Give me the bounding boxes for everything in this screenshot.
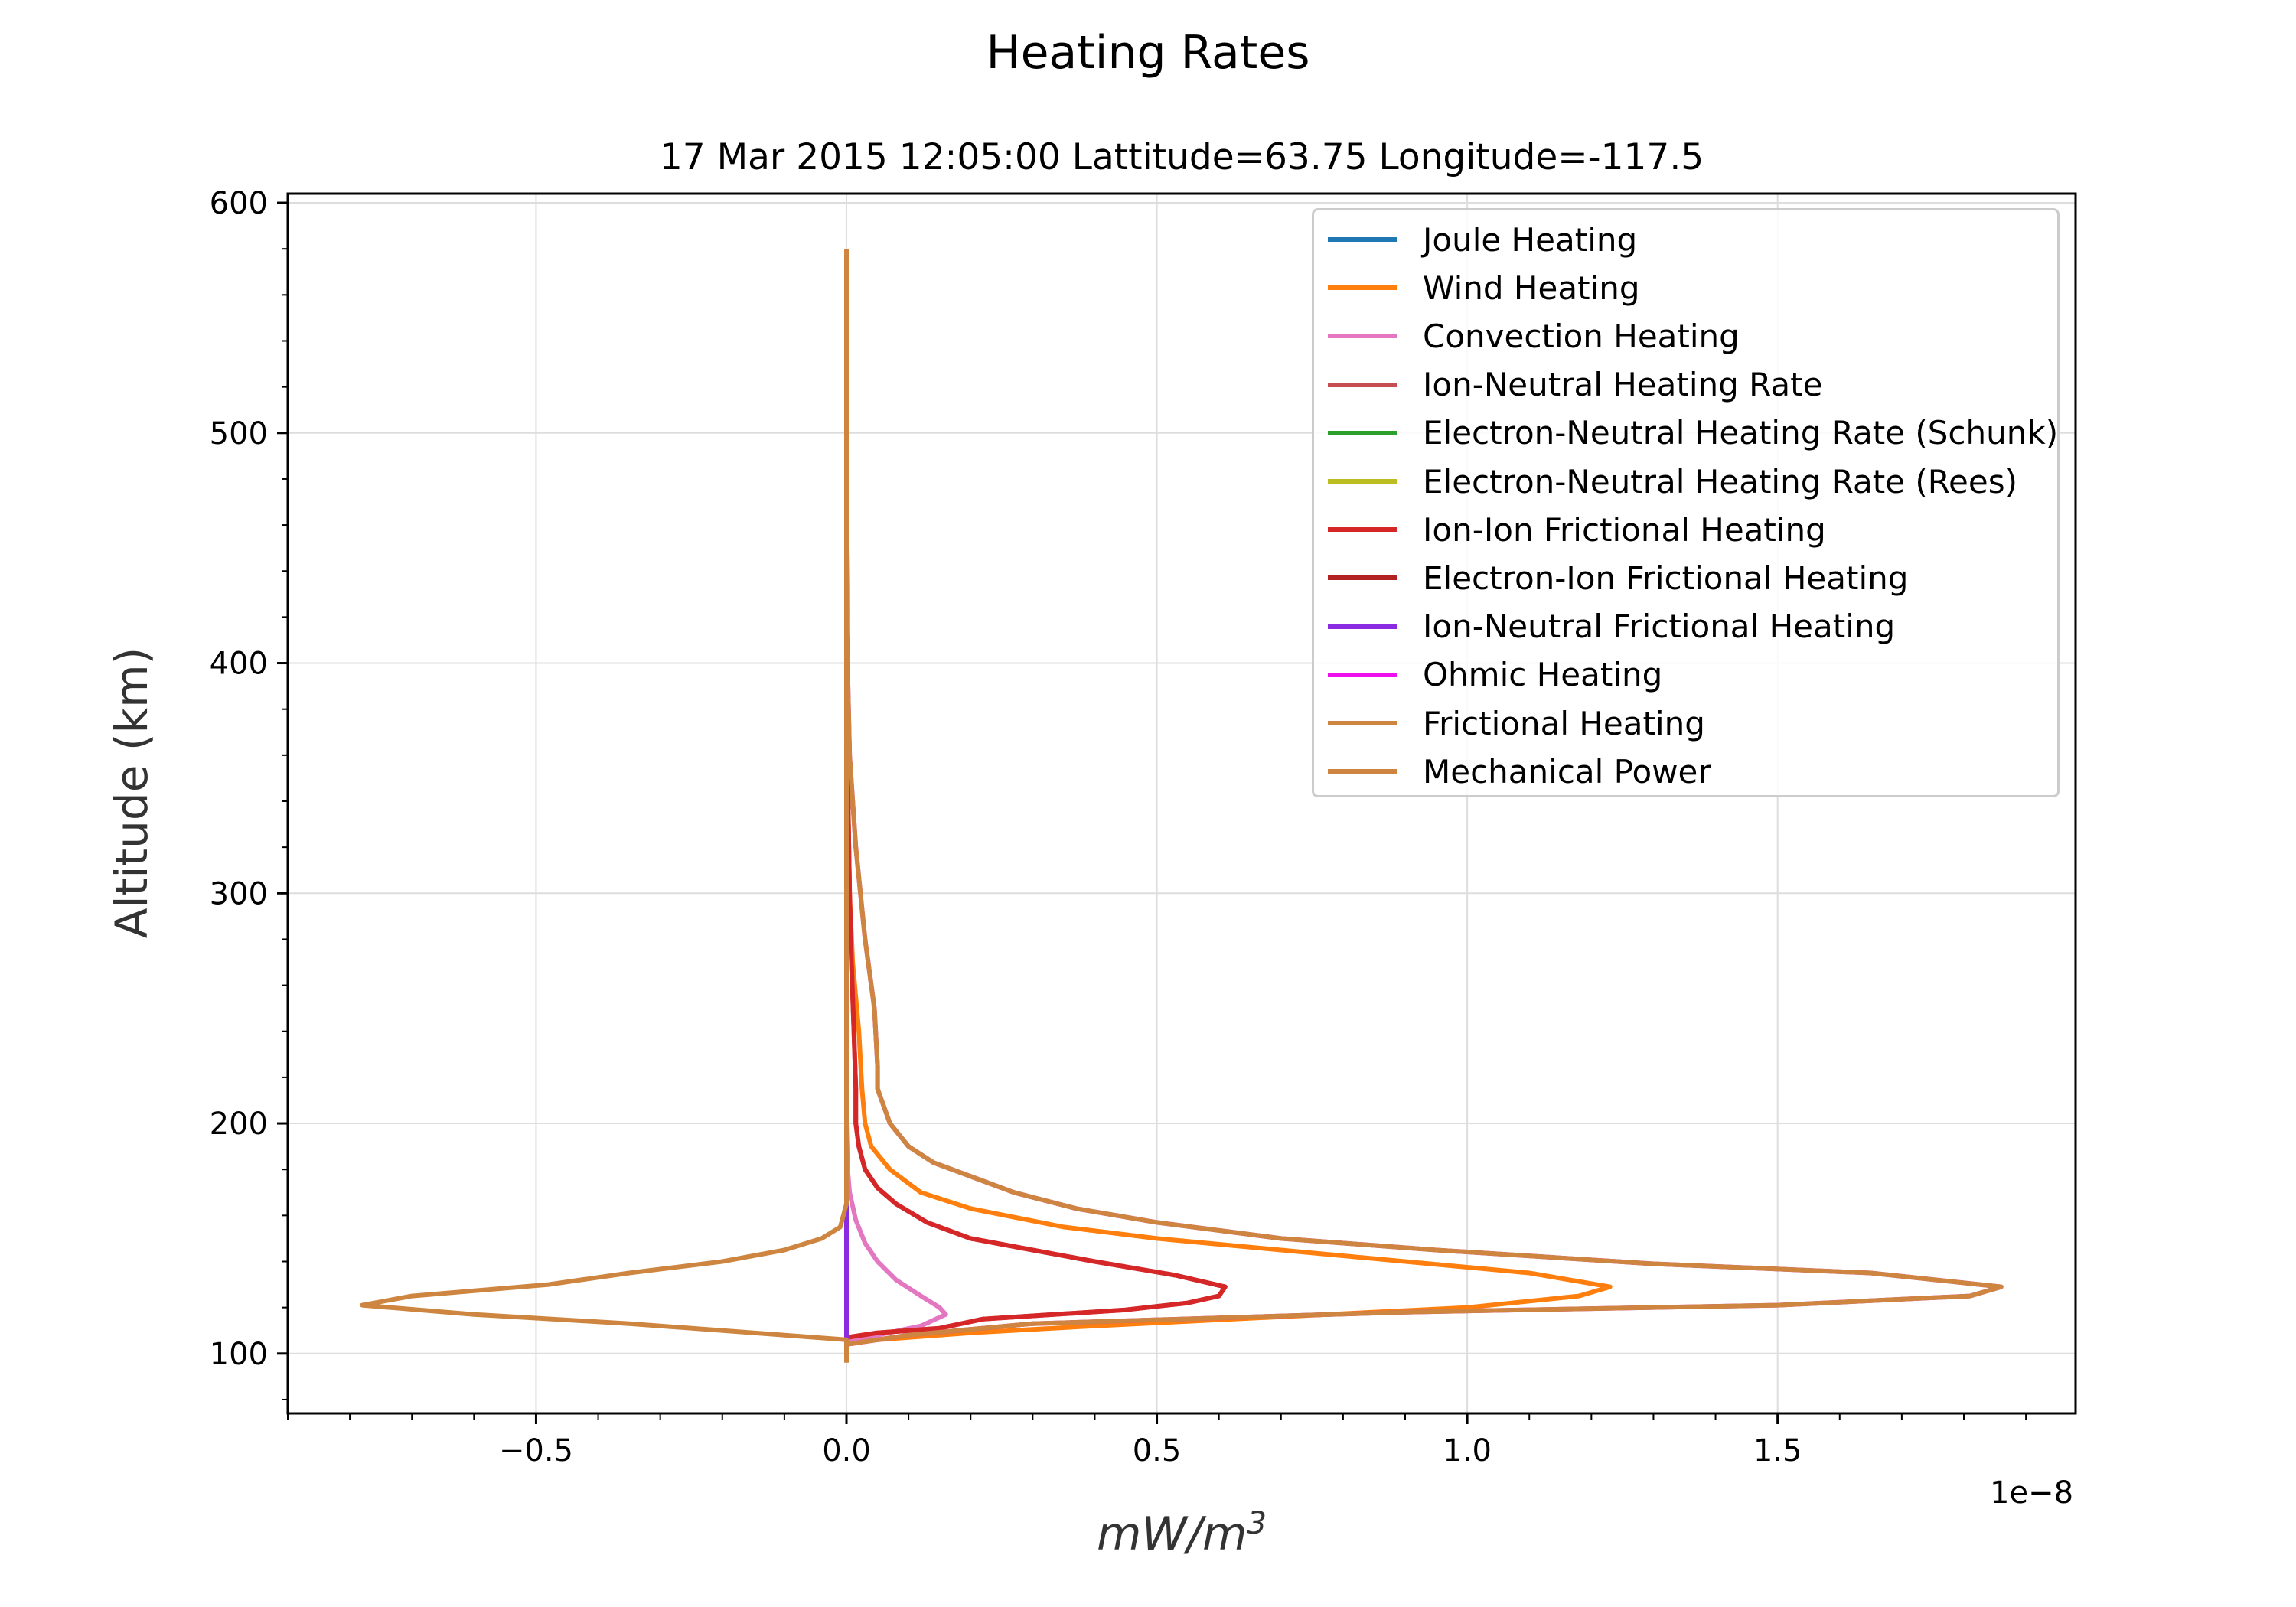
x-axis-label-exponent: 3: [1247, 1506, 1267, 1541]
x-tick-label: 1.0: [1443, 1433, 1492, 1468]
y-tick-label: 600: [210, 186, 268, 221]
legend-item: Ohmic Heating: [1314, 652, 1662, 698]
legend-swatch: [1328, 430, 1397, 435]
legend-label: Joule Heating: [1423, 220, 1638, 259]
legend-item: Joule Heating: [1314, 217, 1637, 262]
legend-item: Electron-Ion Frictional Heating: [1314, 555, 1908, 601]
x-tick-label: 0.0: [822, 1433, 871, 1468]
x-tick-label: −0.5: [499, 1433, 573, 1468]
legend-item: Ion-Neutral Heating Rate: [1314, 362, 1822, 408]
axis-ticks: −0.5 0.0 0.5 1.0 1.5 100 200 300 400 500 600: [210, 186, 2027, 1468]
legend-swatch: [1328, 721, 1397, 725]
legend-item: Ion-Ion Frictional Heating: [1314, 507, 1826, 553]
legend-swatch: [1328, 479, 1397, 484]
legend-swatch: [1328, 769, 1397, 774]
legend-item: Electron-Neutral Heating Rate (Rees): [1314, 458, 2017, 504]
series-line-3: [844, 249, 1228, 1340]
legend: Joule Heating Wind Heating Convection Heat…: [1312, 208, 2060, 797]
legend-label: Electron-Neutral Heating Rate (Schunk): [1423, 414, 2059, 452]
y-tick-label: 400: [210, 647, 268, 682]
legend-label: Ion-Neutral Heating Rate: [1423, 366, 1823, 404]
series-line-10: [360, 249, 849, 1363]
legend-item: Mechanical Power: [1314, 748, 1711, 794]
series-line-6: [844, 249, 1228, 1340]
x-tick-label: 1.5: [1753, 1433, 1802, 1468]
legend-item: Ion-Neutral Frictional Heating: [1314, 604, 1895, 650]
legend-label: Frictional Heating: [1423, 704, 1705, 742]
legend-swatch: [1328, 334, 1397, 339]
x-axis-offset-label: 1e−8: [1990, 1475, 2074, 1511]
legend-label: Mechanical Power: [1423, 752, 1711, 790]
legend-swatch: [1328, 575, 1397, 581]
legend-item: Wind Heating: [1314, 265, 1639, 311]
legend-swatch: [1328, 382, 1397, 387]
legend-label: Ion-Neutral Frictional Heating: [1423, 608, 1896, 646]
x-axis-label: mW/m3: [1097, 1506, 1267, 1561]
x-axis-label-base: mW/m: [1097, 1508, 1247, 1561]
legend-label: Ohmic Heating: [1423, 656, 1663, 694]
y-tick-label: 300: [210, 876, 268, 911]
legend-swatch: [1328, 672, 1397, 677]
y-tick-label: 500: [210, 416, 268, 451]
legend-label: Electron-Ion Frictional Heating: [1423, 559, 1909, 597]
series-lines: [360, 249, 2004, 1363]
legend-label: Electron-Neutral Heating Rate (Rees): [1423, 462, 2017, 500]
chart-title: Heating Rates: [986, 26, 1310, 80]
legend-item: Electron-Neutral Heating Rate (Schunk): [1314, 410, 2058, 456]
y-axis-label: Altitude (km): [106, 647, 158, 939]
legend-swatch: [1328, 285, 1397, 291]
legend-label: Convection Heating: [1423, 317, 1740, 355]
plot-frame: [286, 192, 2077, 1415]
series-line-11: [844, 249, 2004, 1347]
chart-subtitle: 17 Mar 2015 12:05:00 Lattitude=63.75 Lon…: [659, 136, 1704, 178]
legend-item: Frictional Heating: [1314, 700, 1705, 746]
legend-swatch: [1328, 237, 1397, 242]
legend-item: Convection Heating: [1314, 313, 1740, 359]
legend-label: Wind Heating: [1423, 269, 1640, 307]
y-tick-label: 200: [210, 1107, 268, 1142]
y-tick-label: 100: [210, 1337, 268, 1372]
x-tick-label: 0.5: [1133, 1433, 1182, 1468]
legend-label: Ion-Ion Frictional Heating: [1423, 510, 1826, 549]
legend-swatch: [1328, 527, 1397, 533]
legend-swatch: [1328, 624, 1397, 629]
